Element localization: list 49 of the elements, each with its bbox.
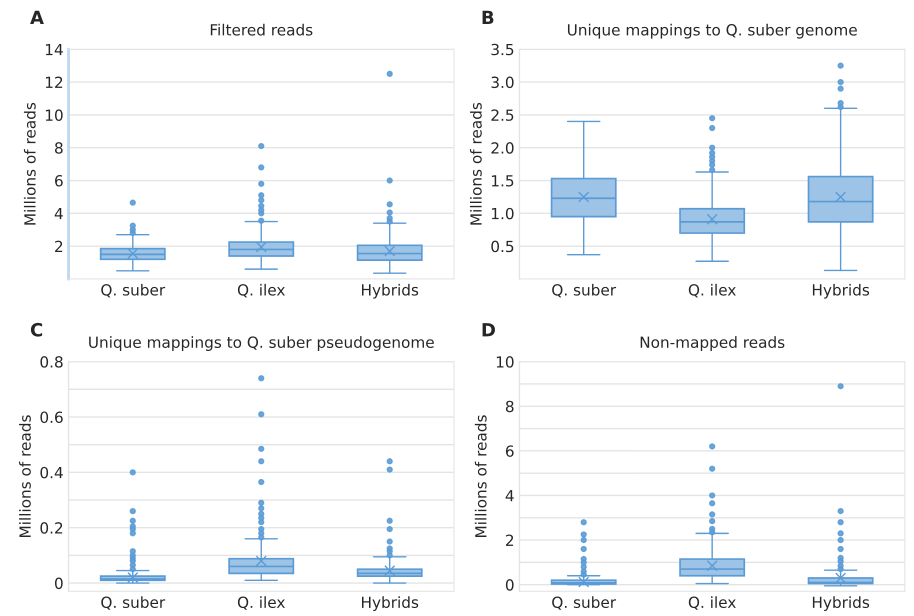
y-tick-label: 1.5 [492, 175, 514, 187]
chart-title: Filtered reads [210, 24, 312, 36]
chart-title: Unique mappings to Q. suber genome [568, 24, 857, 39]
y-tick-label: 2 [506, 534, 514, 546]
y-tick-label: 2.5 [491, 109, 514, 121]
y-tick-label: 12 [46, 76, 62, 88]
y-tick-label: 6 [506, 445, 514, 457]
y-tick-label: 1.0 [492, 208, 514, 220]
x-tick-label: Q. ilex [238, 596, 285, 610]
y-tick-label: 14 [46, 44, 63, 56]
y-tick-label: 10 [46, 109, 63, 121]
x-tick-label: Hybrids [812, 596, 870, 612]
y-tick-label: 0.2 [40, 522, 62, 534]
text: D [482, 323, 495, 336]
x-tick-label: Q. ilex [688, 284, 736, 298]
y-tick-label: 6 [55, 175, 63, 187]
y-tick-label: 0.6 [40, 411, 63, 424]
y-tick-label: 0 [506, 579, 514, 591]
x-tick-label: Q. ilex [688, 596, 736, 610]
y-axis-title: Millions of reads [474, 415, 487, 537]
y-tick-label: 3.0 [491, 76, 514, 88]
y-tick-label: 8 [506, 400, 514, 412]
chart-title: Non-mapped reads [640, 336, 784, 351]
text: B [482, 10, 494, 24]
y-tick-label: 10 [496, 356, 514, 368]
y-axis-title: Millions of reads [19, 415, 31, 537]
text: C [30, 322, 42, 337]
x-tick-label: Hybrids [812, 284, 870, 299]
y-tick-label: 0 [54, 578, 63, 590]
text: A [30, 10, 44, 24]
y-tick-label: 0.4 [40, 466, 63, 478]
x-tick-label: Q. suber [101, 596, 166, 610]
y-axis-title: Millions of reads [24, 102, 36, 225]
x-tick-label: Q. suber [101, 284, 166, 298]
x-tick-label: Q. suber [552, 284, 616, 298]
x-tick-label: Q. ilex [238, 284, 285, 298]
x-tick-label: Hybrids [362, 284, 418, 299]
x-tick-label: Q. suber [552, 596, 616, 610]
y-tick-label: 8 [55, 142, 63, 154]
y-tick-label: 4 [54, 208, 63, 220]
y-axis-title: Millions of reads [470, 102, 482, 225]
chart-title: Unique mappings to Q. suber pseudogenome [89, 336, 434, 351]
y-tick-label: 2.0 [491, 142, 514, 154]
y-tick-label: 0.8 [40, 356, 63, 368]
y-tick-label: 3.5 [491, 44, 514, 56]
y-tick-label: 0.5 [491, 240, 514, 252]
y-tick-label: 4 [506, 490, 514, 502]
y-tick-label: 2 [55, 240, 62, 252]
x-tick-label: Hybrids [362, 596, 418, 612]
